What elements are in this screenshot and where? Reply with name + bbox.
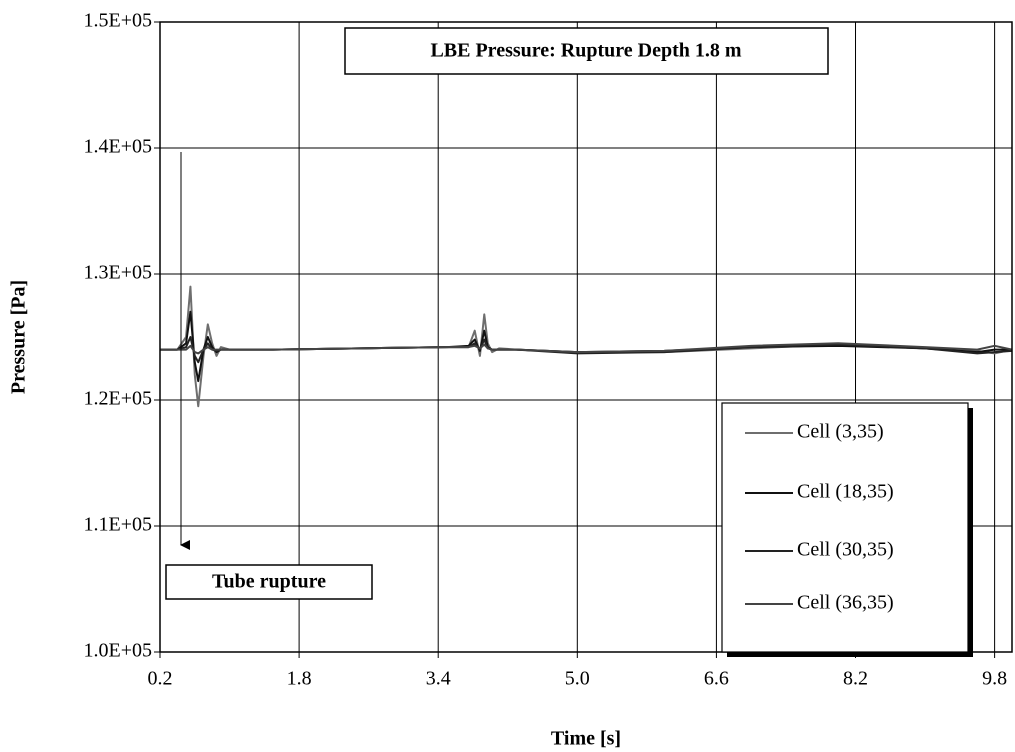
legend-label: Cell (18,35) (797, 481, 894, 503)
annotation: Tube rupture (212, 571, 326, 593)
x-tick-label: 5.0 (565, 668, 590, 690)
lines (160, 285, 1013, 408)
x-tick-label: 8.2 (843, 668, 868, 690)
y-tick-label: 1.3E+05 (84, 262, 153, 284)
y-tick-label: 1.2E+05 (84, 388, 153, 410)
legend-label: Cell (3,35) (797, 421, 884, 443)
x-tick-label: 9.8 (982, 668, 1007, 690)
annotation-box (165, 564, 373, 600)
legend-label: Cell (36,35) (797, 592, 894, 614)
legend-box (721, 402, 969, 653)
y-tick-label: 1.1E+05 (84, 514, 153, 536)
plot-frame (159, 21, 1013, 653)
y-tick-label: 1.4E+05 (84, 136, 153, 158)
y-tick-label: 1.5E+05 (84, 10, 153, 32)
y-axis-label: Pressure [Pa] (8, 280, 30, 394)
series-line (160, 342, 1013, 355)
legend-label: Cell (30,35) (797, 539, 894, 561)
legend: Cell (3,35) Cell (18,35) Cell (30,35) Cell … (721, 402, 973, 657)
x-tick-label: 1.8 (287, 668, 312, 690)
chart-title: LBE Pressure: Rupture Depth 1.8 m (430, 40, 741, 62)
x-axis-label: Time [s] (551, 728, 621, 750)
x-tick-label: 6.6 (704, 668, 729, 690)
y-tick-label: 1.0E+05 (84, 640, 153, 662)
title-box (344, 27, 829, 75)
x-tick-label: 0.2 (148, 668, 173, 690)
x-tick-label: 3.4 (426, 668, 451, 690)
